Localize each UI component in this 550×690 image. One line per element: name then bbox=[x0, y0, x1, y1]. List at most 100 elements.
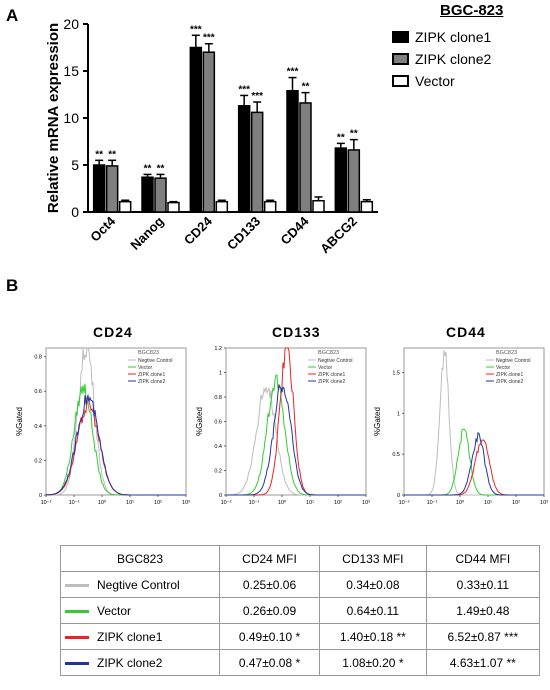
table-row: Vector 0.26±0.09 0.64±0.11 1.49±0.48 bbox=[60, 597, 541, 624]
y-tick-label: 0.6 bbox=[214, 420, 222, 426]
bar bbox=[167, 201, 180, 213]
hist-title-cd24: CD24 bbox=[93, 324, 133, 340]
x-tick-label: 10¹ bbox=[484, 500, 492, 506]
panel-b-label: B bbox=[6, 276, 19, 295]
table-cell: 0.64±0.11 bbox=[319, 597, 427, 624]
row-label: ZIPK clone1 bbox=[60, 623, 220, 650]
panel-a-label: A bbox=[6, 6, 19, 25]
table-row: ZIPK clone2 0.47±0.08 * 1.08±0.20 * 4.63… bbox=[60, 649, 541, 676]
bar bbox=[202, 51, 216, 213]
legend-swatch-vector bbox=[392, 75, 409, 87]
legend-title: BGC-823 bbox=[440, 2, 504, 19]
row-label: Negtive Control bbox=[60, 571, 220, 598]
histogram-legend-title: BGC823 bbox=[496, 350, 517, 356]
significance-label: *** bbox=[203, 33, 215, 44]
bar bbox=[286, 89, 299, 213]
x-tick-label: 10⁻² bbox=[399, 500, 410, 506]
legend-swatch-clone1 bbox=[392, 31, 409, 43]
plot-frame bbox=[403, 347, 545, 496]
histogram-legend-label: ZIPK clone1 bbox=[138, 372, 165, 378]
y-tick-label: 0.2 bbox=[214, 469, 222, 475]
bar bbox=[347, 149, 361, 213]
histogram-curve bbox=[404, 428, 544, 496]
histogram-legend-label: ZIPK clone2 bbox=[318, 379, 345, 385]
y-axis-title: Relative mRNA expression bbox=[45, 23, 62, 213]
plot-frame bbox=[225, 347, 367, 496]
y-axis-title: %Gated bbox=[15, 407, 24, 436]
y-tick-label: 0.5 bbox=[392, 452, 400, 458]
x-tick-label: 10⁰ bbox=[456, 499, 465, 506]
row-label-text: Negtive Control bbox=[97, 577, 180, 592]
bar bbox=[154, 177, 167, 213]
row-label-text: ZIPK clone1 bbox=[97, 629, 163, 644]
histogram-legend-label: Negtive Control bbox=[138, 358, 172, 364]
table-header: CD44 MFI bbox=[425, 545, 541, 572]
bar bbox=[299, 102, 312, 213]
y-tick-label: 0.8 bbox=[34, 355, 42, 361]
bar bbox=[334, 147, 348, 213]
table-cell: 0.47±0.08 * bbox=[218, 649, 321, 676]
histogram-curve bbox=[404, 439, 544, 496]
legend-label-vector: Vector bbox=[415, 73, 455, 89]
table-cell: 0.26±0.09 bbox=[218, 597, 321, 624]
table-cell: 1.40±0.18 ** bbox=[319, 623, 427, 650]
y-axis-title: %Gated bbox=[373, 407, 382, 436]
line-swatch-icon bbox=[65, 583, 89, 587]
significance-label: ** bbox=[337, 132, 345, 143]
y-tick-label: 0 bbox=[39, 493, 42, 499]
y-tick-label: 0.6 bbox=[34, 389, 42, 395]
histogram-legend-label: ZIPK clone2 bbox=[496, 379, 523, 385]
x-tick-label: 10³ bbox=[362, 500, 370, 506]
y-tick-label: 1 bbox=[397, 411, 400, 417]
histogram-curve bbox=[404, 431, 544, 496]
histogram-legend-label: Vector bbox=[138, 365, 153, 371]
bar bbox=[92, 164, 106, 213]
y-tick-label: 5 bbox=[71, 157, 79, 173]
bar bbox=[250, 111, 264, 213]
x-tick-label: 10³ bbox=[540, 500, 548, 506]
x-tick-label: 10⁻² bbox=[221, 500, 232, 506]
mfi-table: BGC823 CD24 MFI CD133 MFI CD44 MFI Negti… bbox=[60, 545, 541, 676]
significance-label: *** bbox=[287, 67, 299, 78]
table-cell: 0.33±0.11 bbox=[425, 571, 541, 598]
line-swatch-icon bbox=[65, 635, 89, 639]
bar bbox=[118, 200, 132, 213]
legend-label-clone1: ZIPK clone1 bbox=[415, 29, 492, 45]
y-tick-label: 1.5 bbox=[392, 371, 400, 377]
x-tick-label: 10⁰ bbox=[98, 499, 107, 506]
table-header: BGC823 bbox=[60, 545, 220, 572]
x-tick-label: 10⁻¹ bbox=[249, 500, 260, 506]
table-cell: 1.08±0.20 * bbox=[319, 649, 427, 676]
histogram-cd133: 0 0.2 0.4 0.6 0.8 1 1.2 10⁻² 10⁻¹ 10⁰ 10¹ 10² 10³ %Ga… bbox=[195, 346, 370, 506]
table-header: CD24 MFI bbox=[218, 545, 321, 572]
significance-label: ** bbox=[108, 149, 116, 160]
bar bbox=[141, 176, 154, 213]
significance-label: ** bbox=[157, 163, 165, 174]
x-tick-label: 10¹ bbox=[306, 500, 314, 506]
table-cell: 0.34±0.08 bbox=[319, 571, 427, 598]
x-tick-label: 10¹ bbox=[126, 500, 134, 506]
category-label: Oct4 bbox=[87, 213, 119, 245]
histogram-legend-title: BGC823 bbox=[318, 350, 339, 356]
category-label: CD24 bbox=[181, 213, 216, 248]
y-tick-label: 0 bbox=[219, 493, 222, 499]
bar bbox=[105, 165, 119, 213]
table-header: CD133 MFI bbox=[319, 545, 427, 572]
bar bbox=[237, 105, 251, 213]
x-tick-label: 10³ bbox=[182, 500, 190, 506]
histogram-legend-title: BGC823 bbox=[138, 350, 159, 356]
y-tick-label: 0 bbox=[71, 204, 79, 220]
bar bbox=[189, 46, 203, 213]
table-header-row: BGC823 CD24 MFI CD133 MFI CD44 MFI bbox=[60, 545, 541, 572]
legend-label-clone2: ZIPK clone2 bbox=[415, 51, 492, 67]
table-cell: 0.25±0.06 bbox=[218, 571, 321, 598]
histogram-cd44: 0 0.5 1 1.5 10⁻² 10⁻¹ 10⁰ 10¹ 10² 10³ %Gated BGC823… bbox=[373, 347, 548, 506]
y-tick-label: 1 bbox=[219, 371, 222, 377]
x-tick-label: 10² bbox=[512, 500, 520, 506]
row-label-text: Vector bbox=[97, 603, 132, 618]
y-tick-label: 15 bbox=[63, 63, 79, 79]
hist-title-cd44: CD44 bbox=[446, 324, 486, 340]
histogram-legend-label: Vector bbox=[496, 365, 511, 371]
significance-label: ** bbox=[350, 129, 358, 140]
